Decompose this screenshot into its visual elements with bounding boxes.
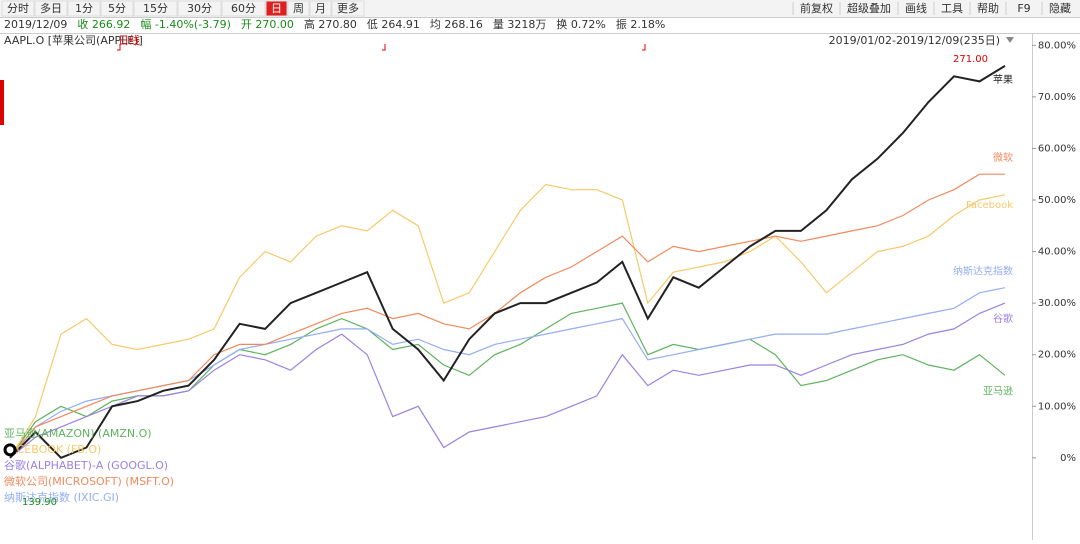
period-label[interactable]: 15分	[143, 2, 168, 15]
y-tick-label: 30.00%	[1038, 298, 1076, 309]
month-marker	[117, 44, 121, 51]
series-end-label: 微软	[993, 151, 1013, 164]
period-label[interactable]: 多日	[40, 1, 62, 15]
dropdown-icon	[1006, 37, 1014, 43]
series-end-label: 谷歌	[993, 312, 1013, 325]
chart-title: AAPL.O [苹果公司(APPLE)]	[4, 33, 143, 47]
tool-label[interactable]: 帮助	[977, 1, 999, 15]
y-tick-label: 10.00%	[1038, 401, 1076, 412]
range-label: 2019/01/02-2019/12/09(235日)	[829, 34, 1000, 47]
tool-label[interactable]: 前复权	[800, 1, 833, 15]
info-item: 振 2.18%	[616, 17, 665, 31]
y-tick-label: 70.00%	[1038, 92, 1076, 103]
month-marker	[382, 44, 386, 51]
period-button[interactable]	[287, 0, 310, 17]
tool-label[interactable]: 隐藏	[1049, 2, 1071, 15]
period-button[interactable]	[309, 0, 332, 17]
period-label[interactable]: 周	[293, 2, 304, 15]
series-line	[9, 65, 1006, 459]
series-end-label: 纳斯达克指数	[953, 265, 1013, 278]
y-tick-label: 80.00%	[1038, 40, 1076, 51]
tool-label[interactable]: 超级叠加	[847, 1, 891, 15]
series-line	[9, 302, 1006, 459]
tool-label[interactable]: F9	[1017, 2, 1030, 15]
series-line	[9, 173, 1005, 459]
max-label: 271.00	[953, 54, 988, 65]
legend-entry: 纳斯达克指数 (IXIC.GI)	[4, 490, 119, 504]
period-button[interactable]	[34, 0, 68, 17]
info-item: 低 264.91	[367, 18, 420, 31]
period-button[interactable]	[100, 0, 134, 17]
period-label[interactable]: 月	[315, 2, 326, 15]
info-item: 幅 -1.40%(-3.79)	[140, 18, 230, 31]
side-tab	[0, 80, 4, 125]
legend-entry: 谷歌(ALPHABET)-A (GOOGL.O)	[4, 458, 168, 472]
period-button[interactable]	[1, 0, 35, 17]
period-button[interactable]	[133, 0, 178, 17]
period-label[interactable]: 1分	[75, 2, 93, 15]
y-tick-label: 40.00%	[1038, 247, 1076, 258]
info-item: 量 3218万	[493, 18, 547, 31]
info-item: 换 0.72%	[556, 17, 605, 31]
start-marker	[3, 443, 17, 457]
info-item: 高 270.80	[304, 17, 357, 31]
info-item: 收 266.92	[77, 17, 130, 31]
period-label[interactable]: 分时	[7, 2, 29, 15]
tool-label[interactable]: 画线	[905, 1, 927, 15]
y-tick-label: 20.00%	[1038, 350, 1076, 361]
series-end-label: 亚马逊	[983, 385, 1013, 397]
legend-entry: 微软公司(MICROSOFT) (MSFT.O)	[4, 474, 174, 488]
period-button[interactable]	[67, 0, 101, 17]
y-tick-label: 0%	[1060, 453, 1076, 464]
chart-subtitle: 日线	[118, 33, 140, 47]
period-label[interactable]: 60分	[231, 2, 256, 15]
tool-label[interactable]: 工具	[941, 2, 963, 15]
period-label[interactable]: 更多	[337, 1, 359, 15]
legend-entry: 亚马逊(AMAZON) (AMZN.O)	[4, 427, 152, 440]
period-button[interactable]	[331, 0, 365, 17]
series-end-label: 苹果	[993, 73, 1013, 86]
period-label[interactable]: 30分	[187, 2, 212, 15]
legend-entry: FACEBOOK (FB.O)	[4, 443, 101, 456]
series-line	[9, 183, 1006, 459]
min-label: 139.90	[22, 497, 57, 508]
info-item: 开 270.00	[241, 18, 294, 31]
y-tick-label: 50.00%	[1038, 195, 1076, 206]
series-line	[9, 302, 1006, 459]
info-item: 均 268.16	[430, 18, 483, 31]
period-button[interactable]	[221, 0, 266, 17]
period-button[interactable]	[177, 0, 222, 17]
series-line	[9, 287, 1006, 459]
period-button[interactable]	[265, 0, 288, 17]
period-label[interactable]: 日	[271, 2, 282, 15]
y-tick-label: 60.00%	[1038, 143, 1076, 154]
info-item: 2019/12/09	[4, 18, 67, 31]
period-label[interactable]: 5分	[108, 2, 126, 15]
series-end-label: Facebook	[966, 200, 1013, 211]
month-marker	[642, 44, 646, 51]
